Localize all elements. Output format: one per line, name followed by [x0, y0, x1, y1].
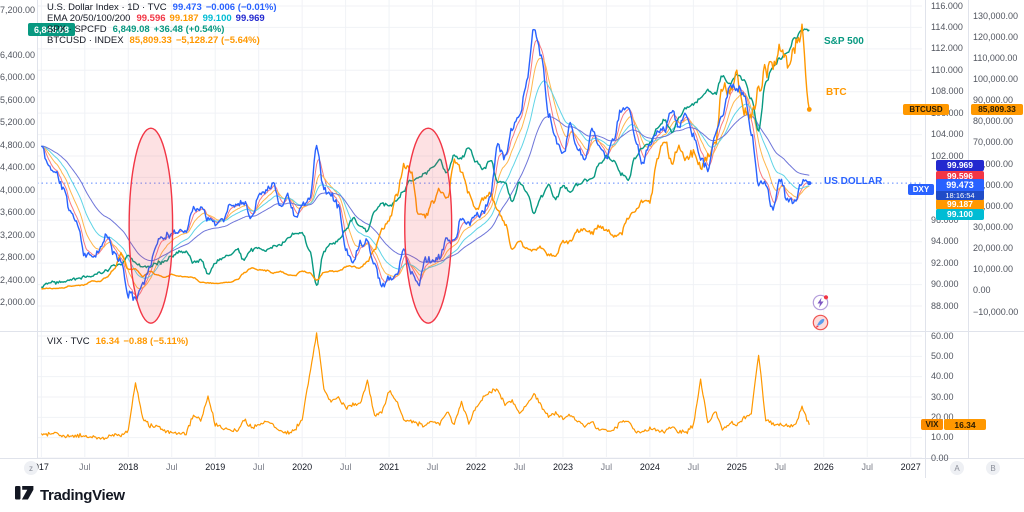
scale-a-button[interactable]: A [950, 461, 964, 475]
legend-ema20-value: 99.596 [136, 13, 166, 24]
tradingview-watermark: TradingView [14, 484, 125, 506]
legend-row-vix[interactable]: VIX · TVC 16.34 −0.88 (−5.11%) [47, 336, 192, 347]
legend-spx-change: +36.48 (+0.54%) [153, 24, 225, 35]
legend-row-ema[interactable]: EMA 20/50/100/200 99.596 99.187 99.100 99.96… [47, 13, 281, 24]
legend-vix-change: −0.88 (−5.11%) [123, 336, 189, 347]
watermark-text: TradingView [40, 486, 125, 504]
vix-legend: VIX · TVC 16.34 −0.88 (−5.11%) [47, 336, 192, 347]
boost-icon[interactable] [812, 294, 829, 316]
reaction-rocket-icon[interactable] [812, 314, 829, 336]
legend-row-btc[interactable]: BTCUSD · INDEX 85,809.33 −5,128.27 (−5.64%… [47, 35, 281, 46]
legend-spx-value: 6,849.08 [112, 24, 150, 35]
legend-ema100-value: 99.100 [202, 13, 232, 24]
legend-row-spx[interactable]: SPX · SPCFD 6,849.08 +36.48 (+0.54%) [47, 24, 281, 35]
ellipse-drawing[interactable] [404, 127, 453, 324]
main-legend: U.S. Dollar Index · 1D · TVC 99.473 −0.006… [47, 2, 281, 46]
ellipse-drawing[interactable] [128, 127, 174, 324]
legend-ema200-value: 99.969 [235, 13, 265, 24]
legend-ema-title: EMA 20/50/100/200 [47, 13, 131, 24]
legend-dxy-value: 99.473 [172, 2, 202, 13]
legend-spx-title: SPX · SPCFD [47, 24, 107, 35]
legend-btc-title: BTCUSD · INDEX [47, 35, 124, 46]
legend-dxy-title: U.S. Dollar Index · 1D · TVC [47, 2, 167, 13]
legend-dxy-change: −0.006 (−0.01%) [205, 2, 277, 13]
legend-ema50-value: 99.187 [169, 13, 199, 24]
scale-b-button[interactable]: B [986, 461, 1000, 475]
legend-btc-change: −5,128.27 (−5.64%) [175, 35, 260, 46]
timezone-button[interactable]: z [24, 461, 38, 475]
tradingview-logo-icon [14, 484, 35, 506]
legend-vix-value: 16.34 [95, 336, 120, 347]
legend-btc-value: 85,809.33 [129, 35, 172, 46]
legend-vix-title: VIX · TVC [47, 336, 90, 347]
legend-row-dxy[interactable]: U.S. Dollar Index · 1D · TVC 99.473 −0.006… [47, 2, 281, 13]
